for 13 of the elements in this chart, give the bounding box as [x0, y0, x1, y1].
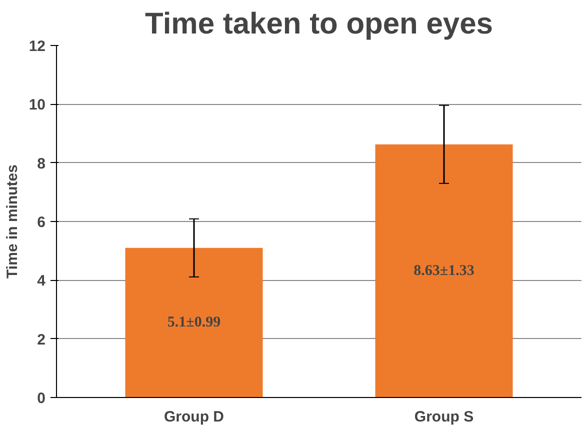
y-tick-label: 8	[37, 155, 46, 172]
x-tick-label: Group D	[164, 408, 224, 426]
y-tick-label: 2	[37, 331, 46, 348]
x-tick-label: Group S	[414, 408, 474, 426]
y-tick-label: 4	[37, 272, 46, 290]
y-tick-label: 0	[37, 390, 46, 407]
chart-title: Time taken to open eyes	[145, 8, 493, 40]
y-tick-label: 10	[28, 96, 46, 114]
y-axis-title: Time in minutes	[4, 164, 21, 278]
y-tick-label: 6	[37, 214, 46, 231]
data-label: 8.63±1.33	[414, 262, 474, 279]
y-tick-label: 12	[28, 38, 46, 55]
data-label: 5.1±0.99	[167, 314, 221, 331]
